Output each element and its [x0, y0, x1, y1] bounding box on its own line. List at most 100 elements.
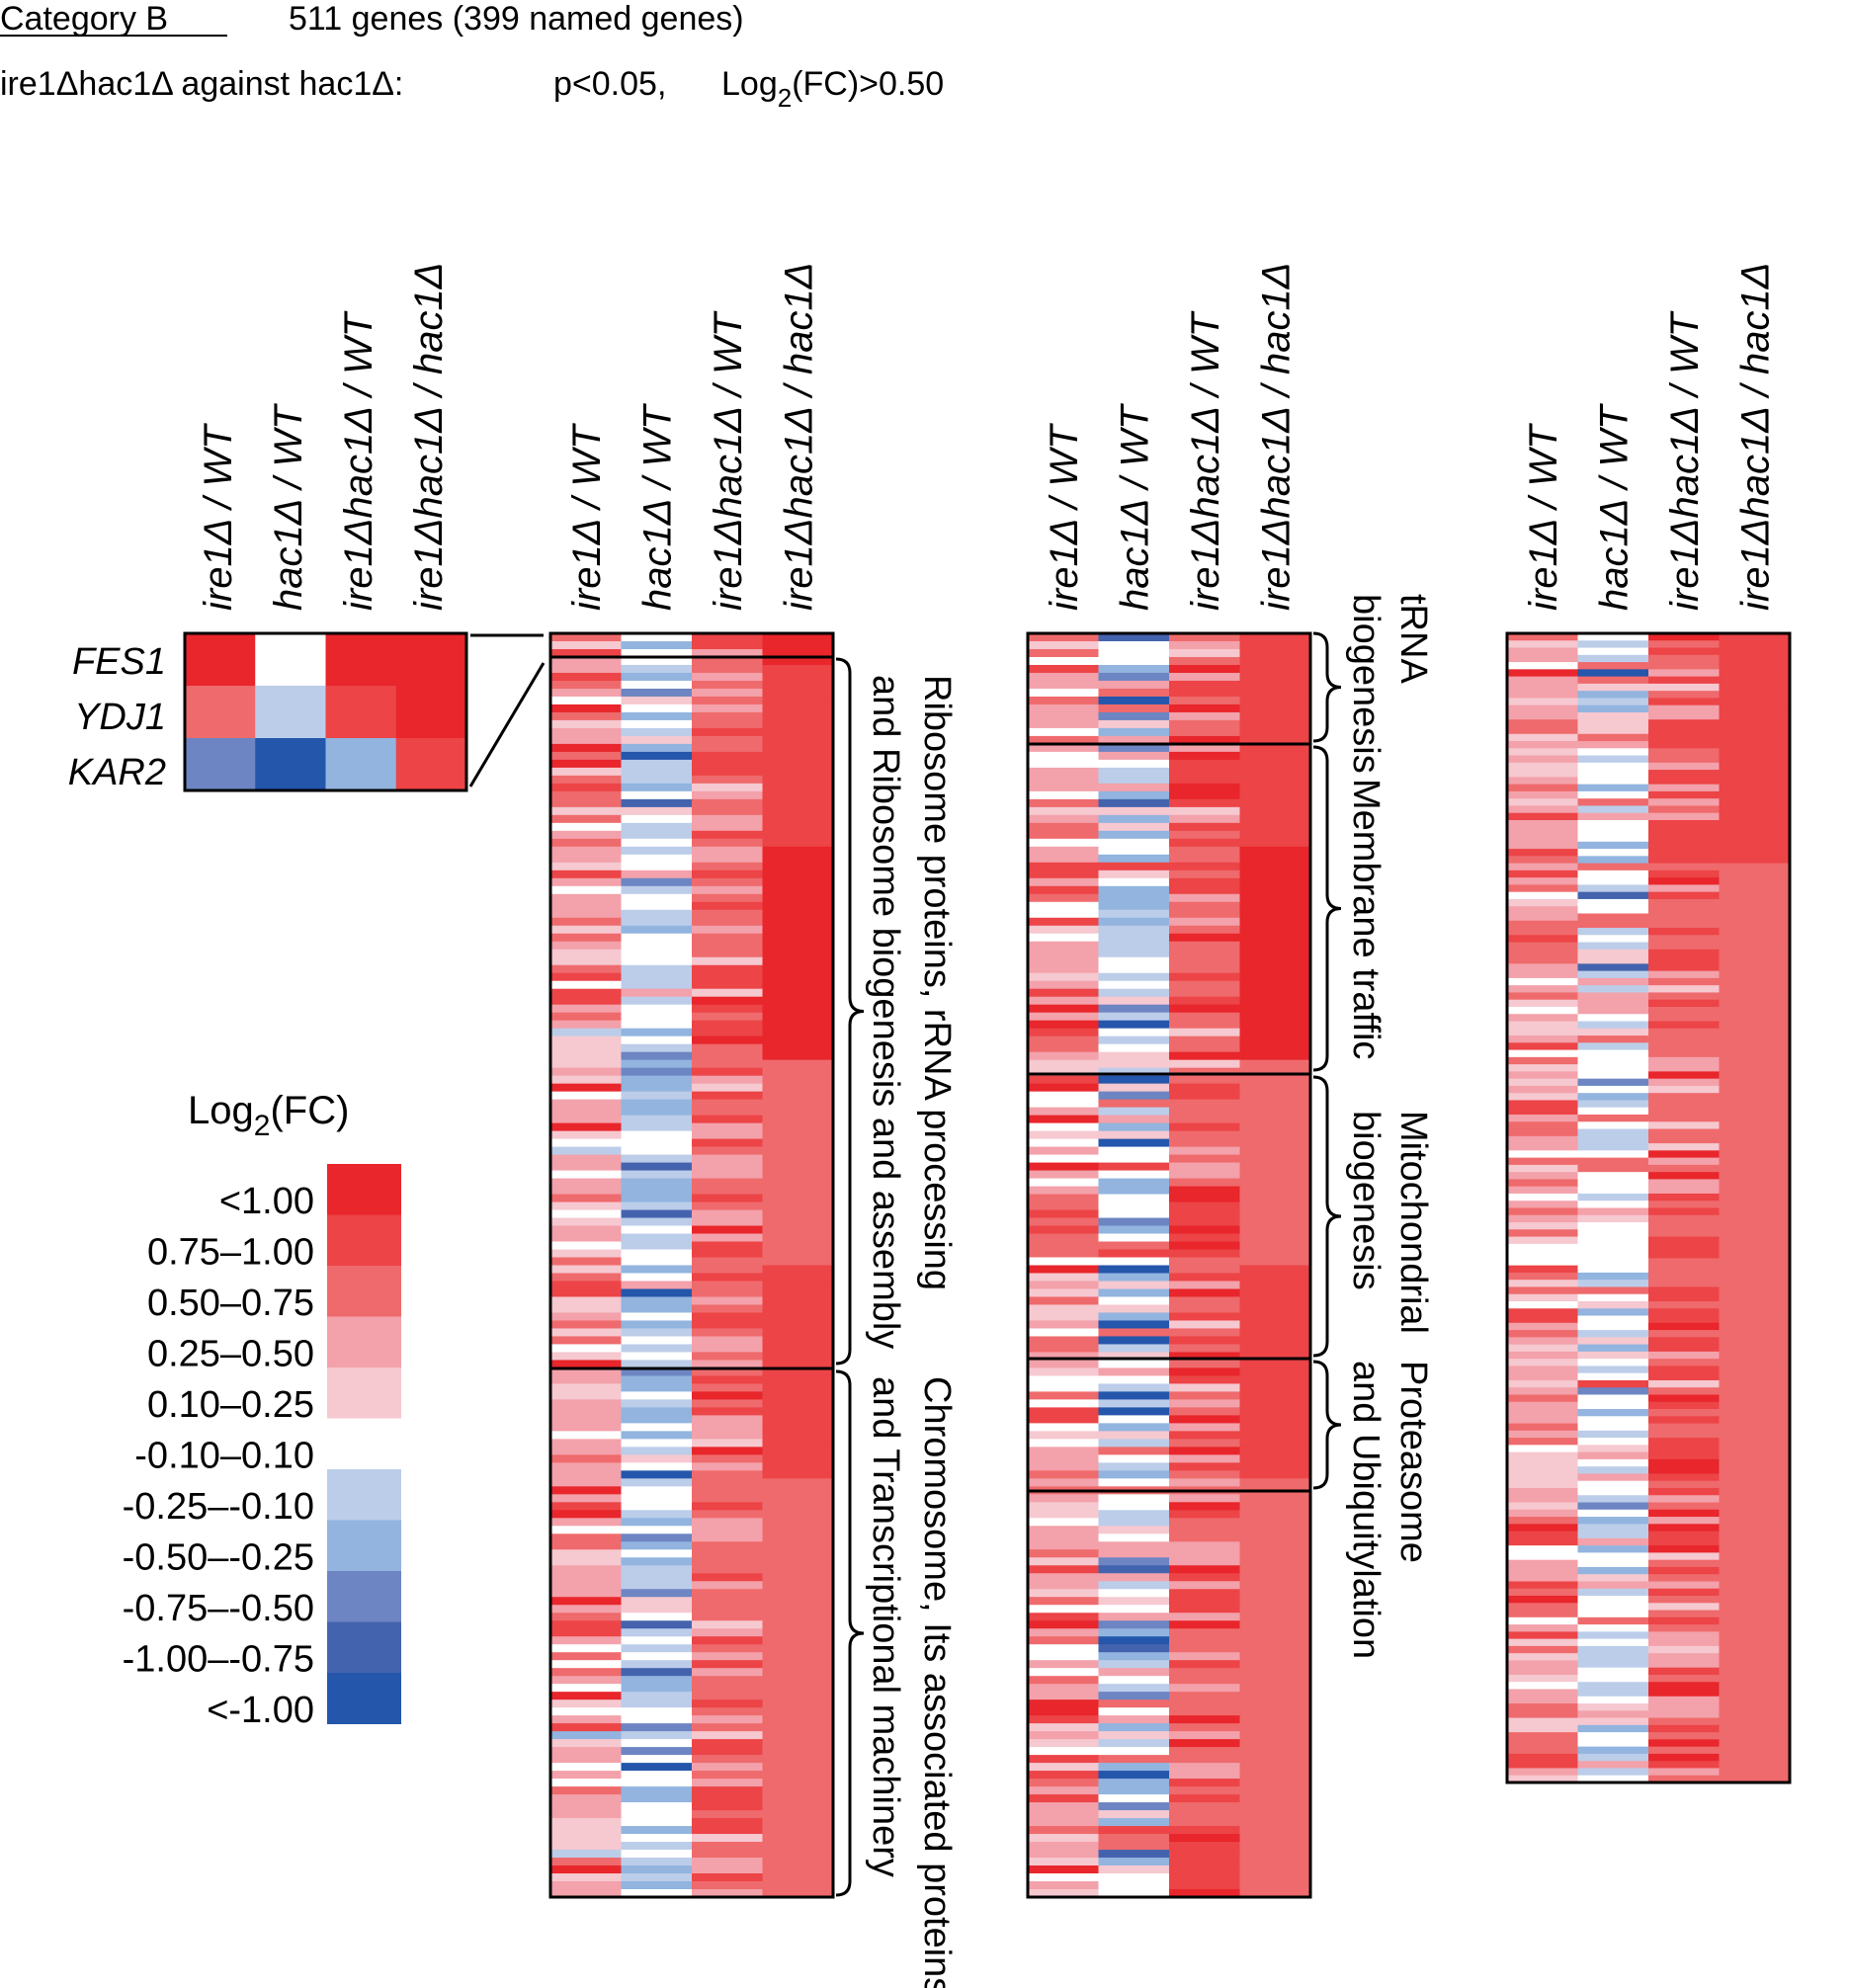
heatmap-cell: [1028, 1146, 1100, 1156]
heatmap-cell: [1098, 1802, 1170, 1811]
heatmap-cell: [550, 1573, 623, 1582]
heatmap-cell: [1648, 1337, 1721, 1346]
heatmap-cell: [1577, 999, 1649, 1008]
heatmap-cell: [1577, 1042, 1649, 1051]
heatmap-cell: [1028, 1186, 1100, 1196]
heatmap-cell: [621, 1439, 693, 1448]
heatmap-cell: [621, 1059, 693, 1069]
heatmap-cell: [1239, 870, 1311, 879]
heatmap-cell: [1507, 1524, 1579, 1532]
heatmap-cell: [692, 1873, 764, 1882]
heatmap-cell: [1098, 1660, 1170, 1669]
heatmap-cell: [1507, 1258, 1579, 1267]
heatmap-cell: [550, 901, 623, 911]
heatmap-cell: [1169, 1375, 1241, 1385]
heatmap-panel: [1505, 631, 1792, 1784]
heatmap-cell: [621, 1107, 693, 1117]
heatmap-cell: [1507, 1251, 1579, 1259]
heatmap-cell: [1719, 1610, 1791, 1618]
heatmap-cell: [1577, 1150, 1649, 1159]
heatmap-cell: [762, 1296, 834, 1306]
heatmap-cell: [621, 1486, 693, 1495]
heatmap-cell: [1507, 1049, 1579, 1058]
heatmap-cell: [1028, 1194, 1100, 1203]
heatmap-cell: [1028, 1565, 1100, 1574]
heatmap-cell: [692, 988, 764, 998]
heatmap-cell: [1098, 1597, 1170, 1606]
heatmap-cell: [1239, 1668, 1311, 1677]
heatmap-cell: [692, 1747, 764, 1756]
heatmap-cell: [1239, 822, 1311, 832]
heatmap-cell: [1239, 1605, 1311, 1614]
heatmap-cell: [1719, 1495, 1791, 1504]
heatmap-cell: [1098, 1889, 1170, 1898]
heatmap-cell: [1507, 1596, 1579, 1604]
heatmap-cell: [762, 1826, 834, 1835]
heatmap-cell: [692, 1865, 764, 1874]
heatmap-cell: [621, 1533, 693, 1542]
heatmap-cell: [1577, 1610, 1649, 1618]
heatmap-cell: [621, 1407, 693, 1416]
heatmap-cell: [1719, 870, 1791, 878]
heatmap-cell: [1507, 1487, 1579, 1496]
group-bracket: [1312, 1075, 1342, 1358]
heatmap-cell: [762, 1850, 834, 1859]
heatmap-cell: [762, 790, 834, 800]
heatmap-cell: [550, 1763, 623, 1772]
heatmap-cell: [550, 672, 623, 682]
heatmap-cell: [1239, 1581, 1311, 1590]
heatmap-cell: [692, 1233, 764, 1243]
heatmap-cell: [621, 656, 693, 666]
heatmap-cell: [1507, 1150, 1579, 1159]
gene-cell: [185, 633, 256, 687]
heatmap-cell: [621, 1692, 693, 1700]
heatmap-cell: [1169, 1786, 1241, 1795]
heatmap-cell: [1098, 1194, 1170, 1203]
heatmap-cell: [1028, 1502, 1100, 1511]
heatmap-cell: [1169, 1012, 1241, 1022]
heatmap-cell: [1169, 1842, 1241, 1851]
heatmap-cell: [1028, 719, 1100, 729]
heatmap-cell: [621, 1399, 693, 1408]
heatmap-cell: [1098, 1012, 1170, 1022]
heatmap-cell: [1719, 798, 1791, 807]
heatmap-cell: [762, 1478, 834, 1487]
heatmap-cell: [762, 1201, 834, 1211]
heatmap-cell: [621, 1620, 693, 1629]
gene-label-ydj1: YDJ1: [74, 697, 166, 738]
heatmap-cell: [621, 704, 693, 713]
heatmap-cell: [1028, 798, 1100, 808]
heatmap-cell: [1028, 1407, 1100, 1416]
heatmap-cell: [550, 1028, 623, 1037]
heatmap-cell: [1507, 1545, 1579, 1553]
heatmap-cell: [1169, 1288, 1241, 1298]
heatmap-cell: [1507, 1451, 1579, 1460]
heatmap-cell: [762, 1107, 834, 1117]
heatmap-cell: [1719, 1128, 1791, 1137]
heatmap-cell: [1507, 691, 1579, 700]
heatmap-cell: [1648, 1006, 1721, 1015]
heatmap-cell: [1648, 863, 1721, 871]
column-label: hac1Δ / WT: [267, 403, 310, 611]
heatmap-cell: [621, 1004, 693, 1014]
heatmap-cell: [1577, 884, 1649, 893]
heatmap-cell: [550, 1771, 623, 1780]
heatmap-cell: [1648, 1466, 1721, 1475]
heatmap-cell: [1577, 1645, 1649, 1654]
heatmap-cell: [1648, 1603, 1721, 1612]
heatmap-cell: [1028, 996, 1100, 1006]
heatmap-cell: [1028, 956, 1100, 966]
heatmap-cell: [1648, 1624, 1721, 1632]
heatmap-cell: [1239, 775, 1311, 785]
heatmap-cell: [762, 1518, 834, 1527]
heatmap-cell: [550, 1233, 623, 1243]
heatmap-cell: [762, 1059, 834, 1069]
heatmap-cell: [1028, 1178, 1100, 1188]
heatmap-cell: [621, 1201, 693, 1211]
heatmap-cell: [1719, 733, 1791, 742]
heatmap-cell: [762, 1810, 834, 1819]
heatmap-cell: [1719, 1394, 1791, 1403]
heatmap-cell: [1028, 814, 1100, 824]
heatmap-cell: [1507, 1724, 1579, 1733]
heatmap-cell: [762, 664, 834, 674]
